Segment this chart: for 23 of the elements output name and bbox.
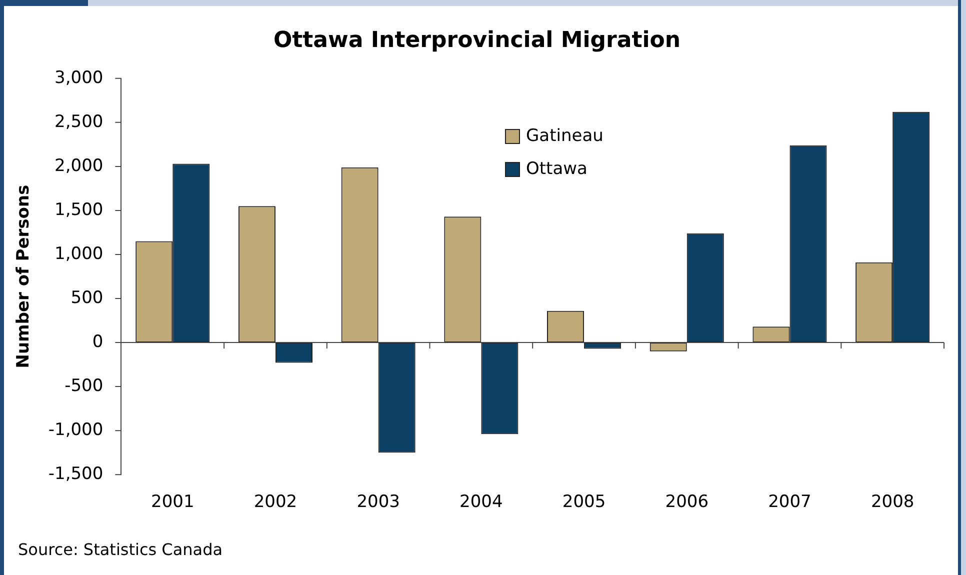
y-tick-label: 1,000 (54, 244, 104, 264)
y-tick-label: -500 (64, 376, 104, 396)
x-tick-label: 2004 (460, 492, 503, 512)
y-tick-label: 1,500 (54, 200, 104, 220)
x-tick-label: 2008 (870, 492, 914, 512)
x-tick-label: 2007 (768, 492, 812, 512)
y-tick-label: -1,500 (48, 464, 104, 484)
y-axis-title: Number of Persons (14, 184, 34, 368)
y-tick-label: 500 (70, 288, 104, 308)
y-tick-label: 3,000 (54, 68, 104, 88)
x-tick-label: 2005 (562, 492, 606, 512)
x-tick-label: 2002 (254, 492, 298, 512)
legend-label: Gatineau (526, 126, 604, 146)
source-note: Source: Statistics Canada (18, 540, 223, 559)
x-tick-label: 2003 (356, 492, 400, 512)
y-tick-label: -1,000 (48, 420, 104, 440)
legend-label: Ottawa (526, 159, 588, 179)
x-tick-label: 2006 (665, 492, 709, 512)
chart-title: Ottawa Interprovincial Migration (273, 28, 681, 53)
y-tick-label: 0 (92, 332, 104, 352)
y-tick-label: 2,500 (54, 112, 104, 132)
x-tick-label: 2001 (150, 492, 194, 512)
y-tick-label: 2,000 (54, 156, 104, 176)
